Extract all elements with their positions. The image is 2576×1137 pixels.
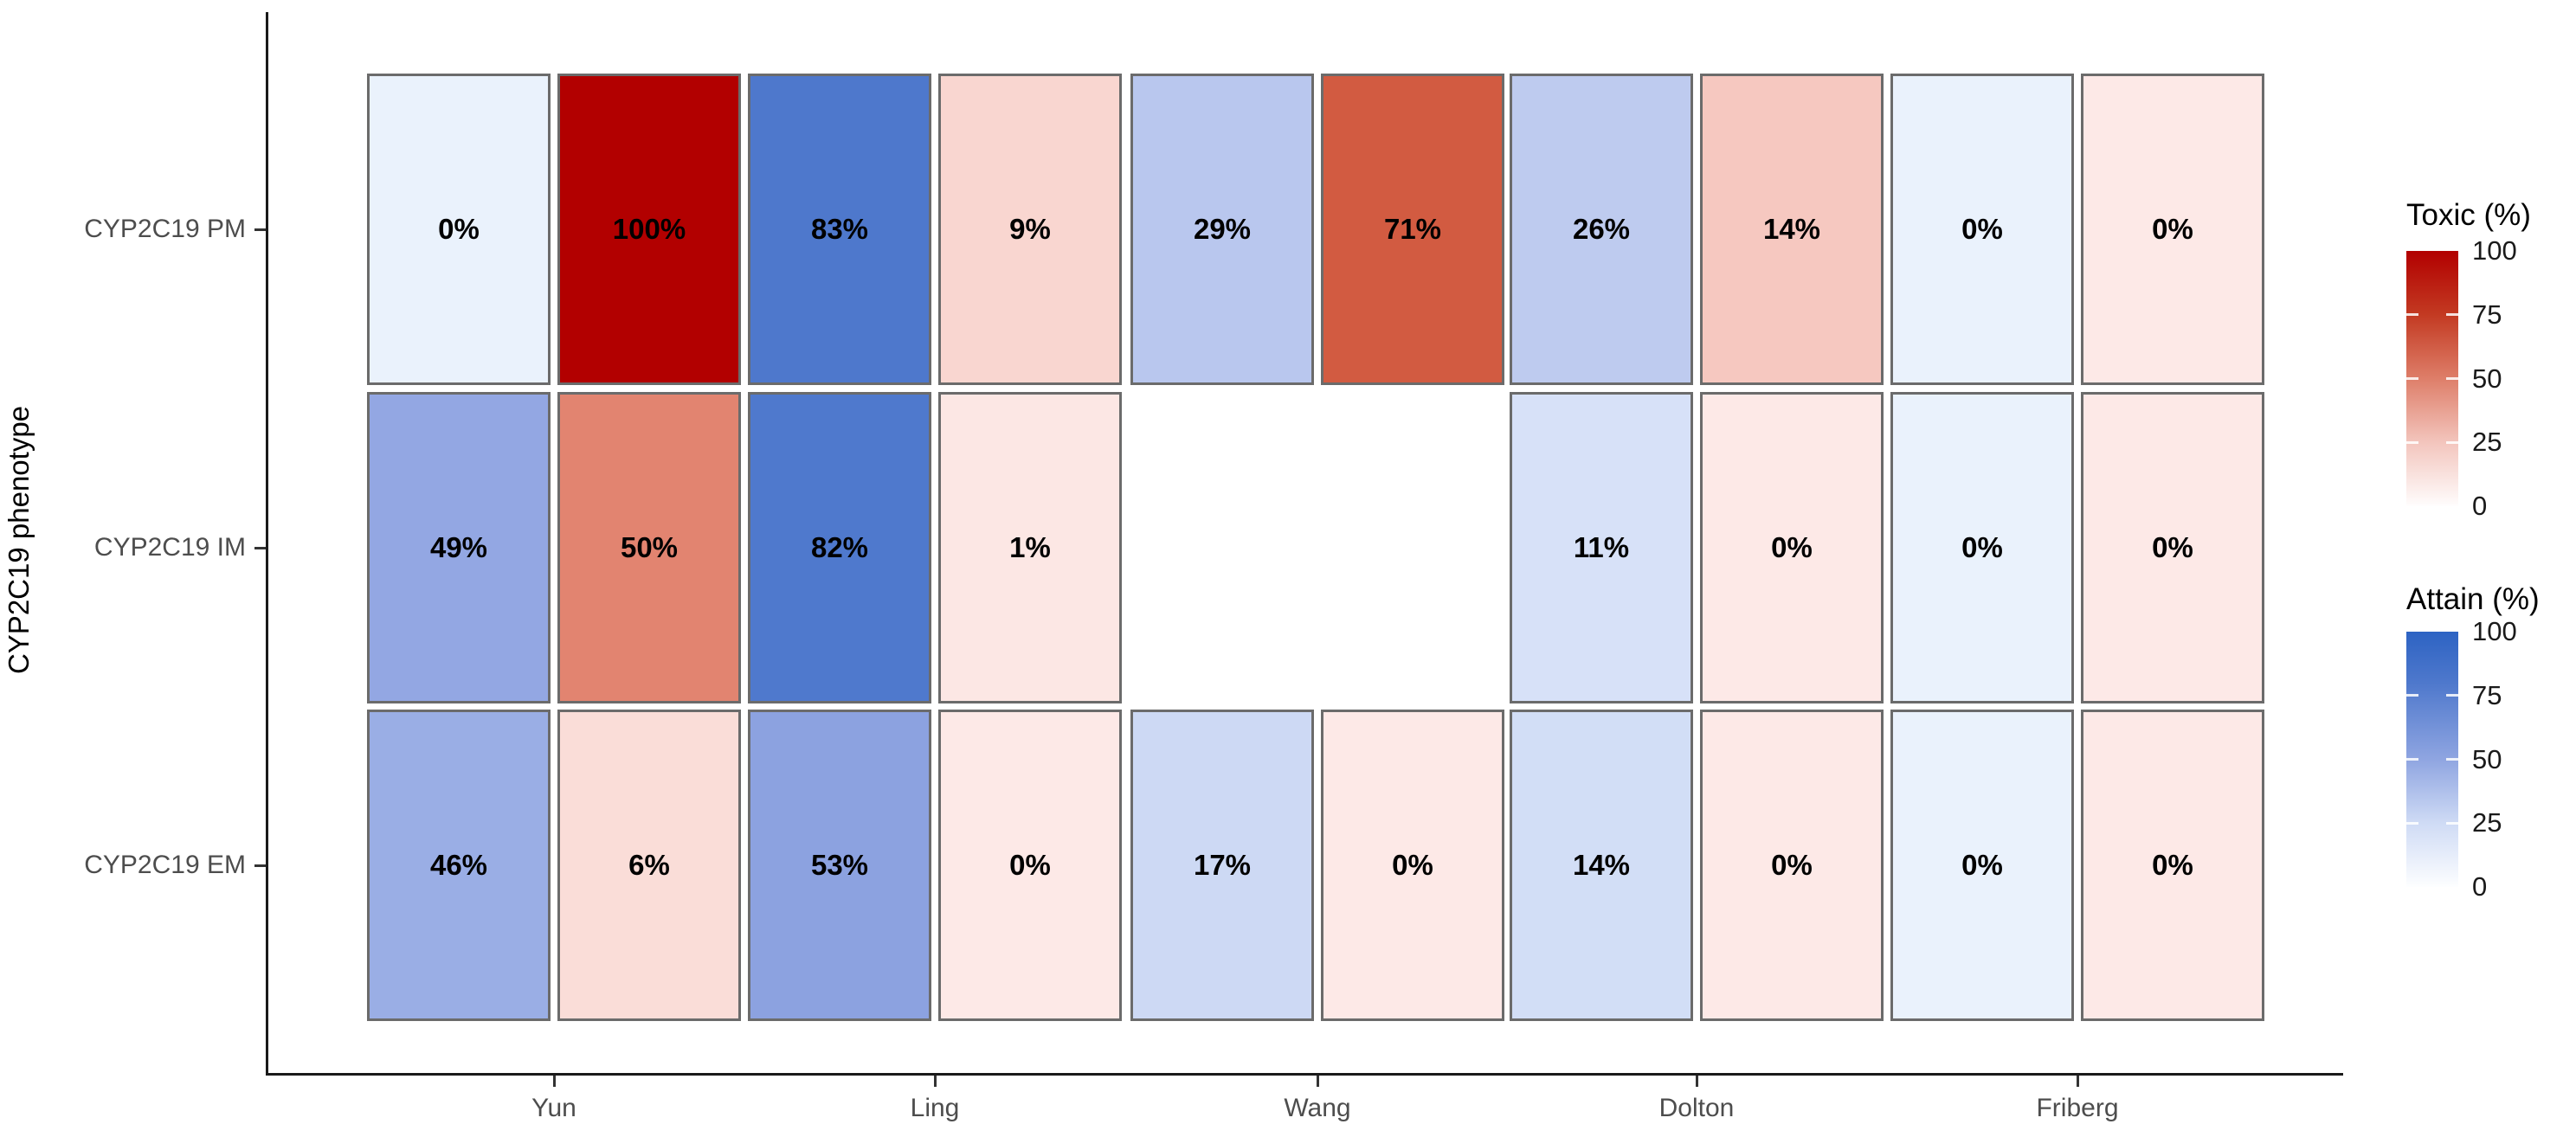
cell-toxic-yun-cyp2c19-em: 6% [557, 710, 741, 1021]
legend-toxic-bar-tick [2406, 440, 2418, 444]
legend-toxic-tick-100: 100 [2472, 235, 2517, 266]
x-axis-line [266, 1073, 2343, 1076]
legend-toxic-bar-tick [2406, 377, 2418, 380]
x-tick-mark [1317, 1076, 1319, 1087]
cell-toxic-ling-cyp2c19-pm: 9% [938, 74, 1122, 385]
y-axis-line [266, 12, 268, 1076]
cell-attain-yun-cyp2c19-pm: 0% [367, 74, 551, 385]
cell-toxic-ling-cyp2c19-im: 1% [938, 392, 1122, 703]
cell-toxic-yun-cyp2c19-im: 50% [557, 392, 741, 703]
x-tick-label-dolton: Dolton [1658, 1094, 1735, 1122]
legend-attain-bar-tick [2406, 694, 2418, 697]
cell-toxic-yun-cyp2c19-pm: 100% [557, 74, 741, 385]
cell-attain-ling-cyp2c19-im: 82% [748, 392, 931, 703]
y-axis-title: CYP2C19 phenotype [3, 405, 35, 675]
cell-toxic-wang-cyp2c19-em: 0% [1321, 710, 1504, 1021]
legend-attain-bar-tick [2446, 694, 2458, 697]
legend-attain-bar-tick [2446, 758, 2458, 761]
x-tick-label-yun: Yun [531, 1094, 576, 1122]
legend-toxic-bar-tick [2446, 377, 2458, 380]
cell-attain-yun-cyp2c19-im: 49% [367, 392, 551, 703]
cell-attain-yun-cyp2c19-em: 46% [367, 710, 551, 1021]
cell-toxic-friberg-cyp2c19-im: 0% [2081, 392, 2264, 703]
legend-toxic-tick-50: 50 [2472, 363, 2502, 394]
y-tick-mark [254, 228, 266, 231]
y-tick-mark [254, 864, 266, 867]
cell-toxic-friberg-cyp2c19-em: 0% [2081, 710, 2264, 1021]
cell-attain-friberg-cyp2c19-pm: 0% [1890, 74, 2074, 385]
cell-attain-dolton-cyp2c19-em: 14% [1510, 710, 1693, 1021]
legend-attain-tick-50: 50 [2472, 743, 2502, 774]
legend-attain-bar-tick [2406, 758, 2418, 761]
legend-toxic-tick-25: 25 [2472, 427, 2502, 458]
y-tick-label-cyp2c19-im: CYP2C19 IM [93, 533, 246, 562]
cell-attain-friberg-cyp2c19-im: 0% [1890, 392, 2074, 703]
cell-attain-ling-cyp2c19-em: 53% [748, 710, 931, 1021]
legend-toxic-bar-tick [2446, 313, 2458, 317]
legend-attain-tick-75: 75 [2472, 679, 2502, 710]
x-tick-mark [2077, 1076, 2079, 1087]
y-tick-label-cyp2c19-em: CYP2C19 EM [84, 851, 246, 879]
cell-attain-wang-cyp2c19-em: 17% [1130, 710, 1314, 1021]
legend-attain-tick-0: 0 [2472, 871, 2488, 902]
legend-toxic-tick-0: 0 [2472, 491, 2488, 521]
x-tick-mark [1696, 1076, 1698, 1087]
y-tick-mark [254, 547, 266, 549]
legend-toxic-title: Toxic (%) [2406, 198, 2531, 232]
legend-attain-tick-100: 100 [2472, 616, 2517, 646]
cell-toxic-dolton-cyp2c19-em: 0% [1700, 710, 1884, 1021]
x-tick-label-wang: Wang [1284, 1094, 1351, 1122]
x-tick-label-ling: Ling [910, 1094, 960, 1122]
legend-attain-bar-tick [2446, 821, 2458, 825]
cell-toxic-dolton-cyp2c19-pm: 14% [1700, 74, 1884, 385]
cell-attain-friberg-cyp2c19-em: 0% [1890, 710, 2074, 1021]
legend-attain-bar-tick [2406, 821, 2418, 825]
cell-attain-ling-cyp2c19-pm: 83% [748, 74, 931, 385]
y-tick-label-cyp2c19-pm: CYP2C19 PM [84, 215, 246, 243]
cell-toxic-dolton-cyp2c19-im: 0% [1700, 392, 1884, 703]
cell-toxic-friberg-cyp2c19-pm: 0% [2081, 74, 2264, 385]
legend-toxic-tick-75: 75 [2472, 299, 2502, 330]
cell-toxic-ling-cyp2c19-em: 0% [938, 710, 1122, 1021]
x-tick-mark [553, 1076, 556, 1087]
legend-toxic-bar-tick [2446, 440, 2458, 444]
cell-toxic-wang-cyp2c19-pm: 71% [1321, 74, 1504, 385]
cell-attain-dolton-cyp2c19-im: 11% [1510, 392, 1693, 703]
legend-toxic-bar-tick [2406, 313, 2418, 317]
legend-attain-tick-25: 25 [2472, 807, 2502, 838]
x-tick-label-friberg: Friberg [2036, 1094, 2119, 1122]
cell-attain-wang-cyp2c19-pm: 29% [1130, 74, 1314, 385]
x-tick-mark [934, 1076, 937, 1087]
cell-attain-dolton-cyp2c19-pm: 26% [1510, 74, 1693, 385]
legend-attain-title: Attain (%) [2406, 582, 2540, 616]
